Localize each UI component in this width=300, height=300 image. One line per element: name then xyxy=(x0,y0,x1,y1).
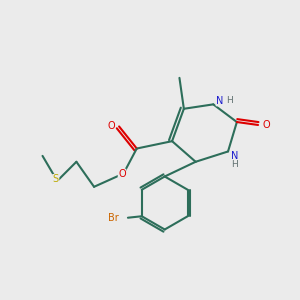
Text: O: O xyxy=(118,169,126,179)
Text: N: N xyxy=(216,96,224,106)
Text: H: H xyxy=(231,160,238,169)
Text: Br: Br xyxy=(108,213,118,223)
Text: N: N xyxy=(231,151,238,161)
Text: S: S xyxy=(53,174,59,184)
Text: O: O xyxy=(262,120,270,130)
Text: O: O xyxy=(107,122,115,131)
Text: H: H xyxy=(226,96,233,105)
